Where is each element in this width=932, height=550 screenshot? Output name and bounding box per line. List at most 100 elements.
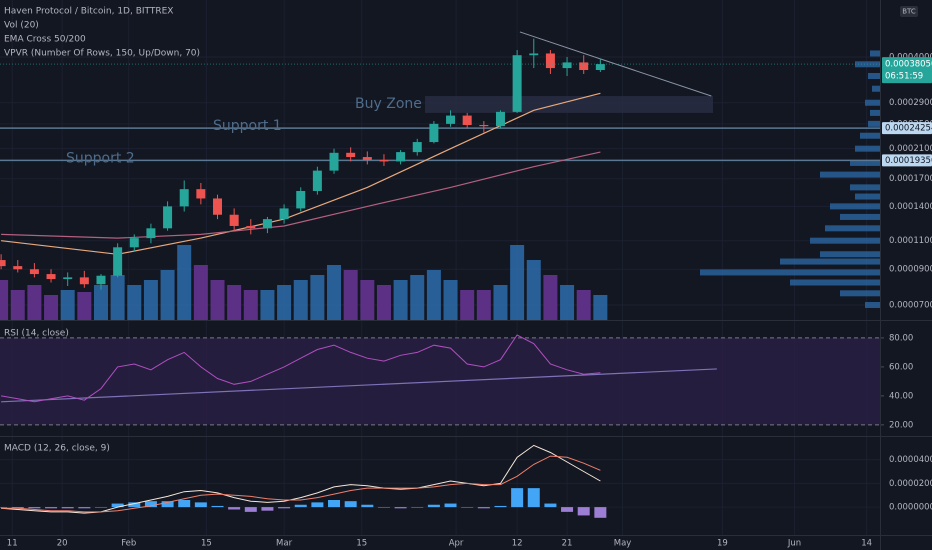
macd-histogram-bar xyxy=(411,507,424,508)
rsi-line xyxy=(1,334,601,403)
y-tick-label: 0.00011000 xyxy=(889,236,932,246)
support-label: Support 1 xyxy=(213,118,282,134)
macd-histogram-bar xyxy=(477,507,490,509)
volume-profile-bar xyxy=(790,279,880,286)
volume-bar xyxy=(360,280,375,320)
macd-histogram-bar xyxy=(28,507,41,509)
support-price-badge xyxy=(882,122,932,135)
y-tick-label: 20.00 xyxy=(889,420,913,430)
candle-body xyxy=(179,189,189,207)
y-tick-label: 0.00009000 xyxy=(889,265,932,275)
macd-histogram-bar xyxy=(178,500,191,508)
macd-histogram-bar xyxy=(294,504,307,508)
volume-profile-bar xyxy=(868,120,880,127)
volume-bar xyxy=(177,245,192,320)
macd-line xyxy=(1,455,601,513)
macd-histogram-bar xyxy=(194,502,207,508)
candle-body xyxy=(512,55,522,112)
volume-profile-bar xyxy=(820,251,880,258)
candle-body xyxy=(462,115,472,126)
x-tick-label: 21 xyxy=(562,539,573,549)
rsi-trendline xyxy=(1,368,717,403)
volume-profile-bar xyxy=(872,85,880,92)
x-tick-label: 19 xyxy=(717,539,728,549)
volume-bar xyxy=(44,295,59,320)
candle-body xyxy=(495,111,505,127)
candle-body xyxy=(595,64,605,71)
volume-bar xyxy=(10,290,25,320)
volume-profile-bar xyxy=(870,50,880,57)
last-price: 0.00038050 xyxy=(885,60,932,70)
volume-bar xyxy=(327,265,342,320)
volume-bar xyxy=(410,275,425,320)
macd-histogram-bar xyxy=(45,507,58,509)
volume-bar xyxy=(193,265,208,320)
countdown: 06:51:59 xyxy=(885,72,923,82)
volume-bar xyxy=(277,285,292,320)
candle-body xyxy=(545,53,555,69)
last-price-badge xyxy=(882,57,932,84)
ema-line xyxy=(1,151,601,239)
candle-body xyxy=(63,277,73,280)
candle-body xyxy=(296,190,306,209)
volume-profile-bar xyxy=(780,258,880,265)
macd-histogram-bar xyxy=(494,505,507,508)
volume-bar xyxy=(460,290,475,320)
volume-profile-bar xyxy=(865,99,880,106)
macd-histogram-bar xyxy=(111,503,124,508)
macd-histogram-bar xyxy=(211,505,224,508)
y-tick-label: 0.00007000 xyxy=(889,301,932,311)
volume-profile-bar xyxy=(855,193,880,200)
macd-histogram-bar xyxy=(427,504,440,508)
macd-histogram-bar xyxy=(577,507,590,516)
y-tick-label: 0.00004000 xyxy=(889,455,932,465)
volume-bar xyxy=(110,275,125,320)
candle-body xyxy=(479,125,489,127)
candle-body xyxy=(579,62,589,71)
marks xyxy=(0,31,880,518)
chart-title: Haven Protocol / Bitcoin, 1D, BITTREX xyxy=(4,7,173,17)
buy-zone-label: Buy Zone xyxy=(355,96,422,112)
candle-body xyxy=(562,62,572,69)
volume-bar xyxy=(77,292,92,320)
macd-histogram-bar xyxy=(561,507,574,512)
macd-histogram-bar xyxy=(261,507,274,511)
macd-histogram-bar xyxy=(78,507,91,509)
volume-bar xyxy=(426,270,441,320)
volume-profile-bar xyxy=(840,290,880,297)
x-tick-label: Mar xyxy=(276,539,293,549)
volume-profile-bar xyxy=(868,72,880,79)
volume-bar xyxy=(510,245,525,320)
volume-profile-bar xyxy=(830,203,880,210)
volume-bar xyxy=(293,280,308,320)
candle-body xyxy=(113,247,123,276)
candle-body xyxy=(379,159,389,162)
macd-histogram-bar xyxy=(511,488,524,508)
support-price: 0.00019350 xyxy=(885,156,932,166)
candle-body xyxy=(396,152,406,162)
candle-body xyxy=(96,275,106,285)
macd-histogram-bar xyxy=(278,507,291,509)
y-tick-label: 0.00014000 xyxy=(889,202,932,212)
macd-histogram-bar xyxy=(328,500,341,508)
rsi-title: RSI (14, close) xyxy=(4,329,69,339)
support-price: 0.00024254 xyxy=(885,124,932,134)
volume-profile-bar xyxy=(825,225,880,232)
volume-bar xyxy=(210,280,225,320)
volume-bar xyxy=(243,290,258,320)
volume-bar xyxy=(593,295,608,320)
candle-body xyxy=(329,152,339,171)
x-tick-label: 15 xyxy=(201,539,212,549)
candle-body xyxy=(529,53,539,56)
candle-body xyxy=(446,115,456,124)
candle-body xyxy=(412,142,422,153)
indicator-label: EMA Cross 50/200 xyxy=(4,35,86,45)
y-tick-label: 0.00029000 xyxy=(889,98,932,108)
volume-profile-bar xyxy=(700,269,880,276)
x-tick-label: Feb xyxy=(121,539,136,549)
candle-body xyxy=(429,123,439,143)
macd-histogram-bar xyxy=(461,507,474,508)
macd-histogram-bar xyxy=(144,501,157,508)
volume-bar xyxy=(493,285,508,320)
